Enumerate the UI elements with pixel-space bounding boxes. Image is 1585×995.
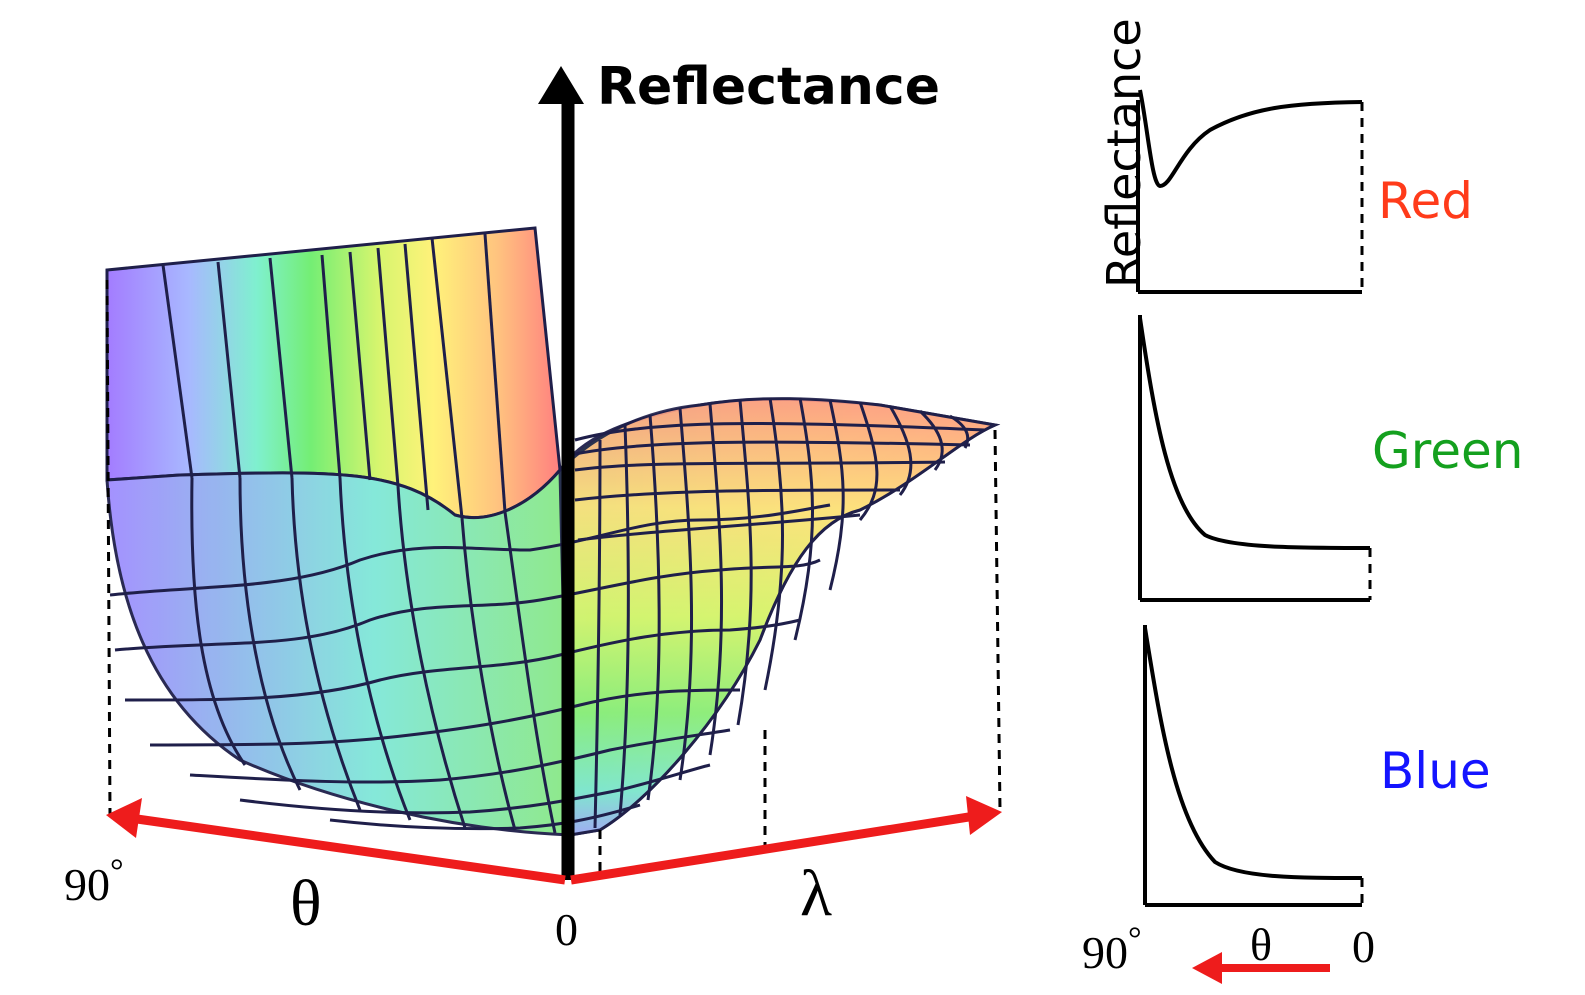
theta-axis-arrow <box>129 813 566 885</box>
side-plot-green <box>1138 315 1372 602</box>
back-wall-grid <box>161 233 507 519</box>
side-zero-label: 0 <box>1352 921 1375 972</box>
band-label-blue: Blue <box>1380 742 1491 800</box>
lambda-axis-arrow <box>570 811 976 885</box>
reflectance-surface <box>105 226 1002 872</box>
side-theta-label: θ <box>1250 919 1272 970</box>
red-reflectance-curve <box>1138 89 1363 189</box>
theta-max-label: 90° <box>64 853 124 910</box>
theta-axis-label: θ <box>290 867 322 940</box>
vertical-axis-label: Reflectance <box>597 57 940 117</box>
origin-label: 0 <box>555 904 578 955</box>
side-reflectance-label: Reflectance <box>1097 18 1151 288</box>
vertical-axis-arrowhead <box>538 66 584 104</box>
lambda-axis-label: λ <box>800 857 832 930</box>
band-label-green: Green <box>1372 422 1523 480</box>
theta-axis-arrowhead <box>106 798 142 838</box>
band-label-red: Red <box>1378 172 1473 230</box>
green-reflectance-curve <box>1138 317 1371 550</box>
horizontal-axes <box>106 796 1002 885</box>
bowl-grid-horizontal <box>109 503 831 831</box>
projection-dashes <box>105 279 1002 872</box>
side-plot-red <box>1136 89 1364 294</box>
side-plots <box>1136 89 1372 907</box>
right-slope-grid <box>569 421 986 542</box>
blue-reflectance-curve <box>1143 627 1363 880</box>
vertical-axis <box>538 66 584 880</box>
lambda-axis-arrowhead <box>966 796 1002 835</box>
side-theta-max-label: 90° <box>1082 921 1142 978</box>
side-theta-arrow <box>1192 952 1330 984</box>
side-plot-blue <box>1143 625 1364 907</box>
